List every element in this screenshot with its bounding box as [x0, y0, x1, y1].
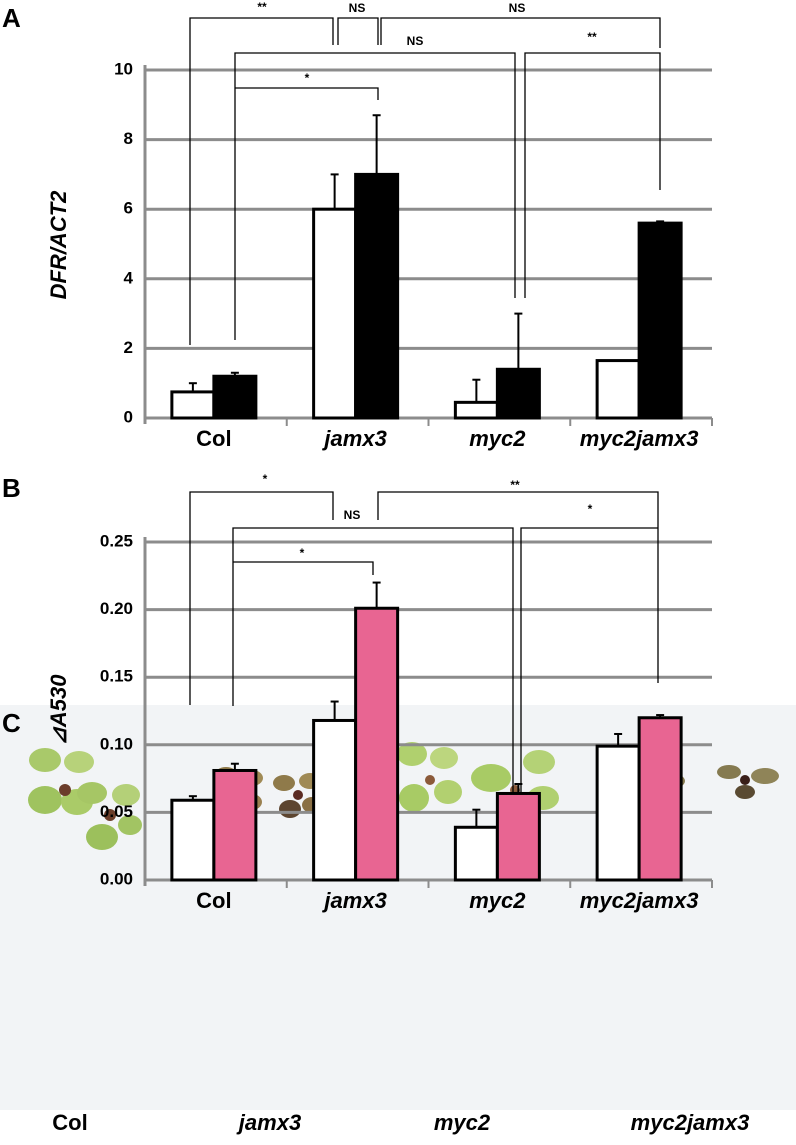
- bar: [495, 367, 541, 420]
- significance-bracket: [232, 527, 514, 792]
- bar: [595, 744, 641, 882]
- y-tick-label: 0.20: [100, 599, 133, 618]
- y-tick-label: 0.15: [100, 667, 133, 686]
- seedlings: [28, 742, 779, 850]
- significance-bracket: [520, 527, 658, 792]
- photo-label: myc2jamx3: [631, 1110, 750, 1135]
- y-tick-label: 6: [124, 199, 133, 218]
- bar: [212, 374, 258, 420]
- x-tick-label: myc2: [469, 426, 526, 451]
- bar: [312, 718, 358, 882]
- significance-bracket: [234, 52, 516, 340]
- bar: [312, 207, 358, 420]
- x-tick-label: jamx3: [321, 426, 386, 451]
- bar: [637, 221, 683, 420]
- x-tick-label: myc2: [469, 888, 526, 913]
- y-tick-label: 2: [124, 338, 133, 357]
- bar: [595, 359, 641, 420]
- significance-label: NS: [344, 508, 361, 522]
- photo-label: myc2: [434, 1110, 491, 1135]
- significance-bracket: [524, 52, 661, 298]
- y-tick-label: 0.25: [100, 531, 133, 550]
- bar: [354, 606, 400, 882]
- significance-label: NS: [349, 1, 366, 15]
- y-tick-label: 10: [114, 59, 133, 78]
- x-tick-label: myc2jamx3: [580, 888, 699, 913]
- significance-label: **: [257, 0, 267, 14]
- significance-bracket: [233, 561, 374, 575]
- significance-bracket: [337, 17, 379, 45]
- bar: [170, 798, 216, 882]
- x-tick-label: Col: [196, 888, 231, 913]
- bar: [354, 172, 400, 420]
- bar: [170, 390, 216, 420]
- panel-label: A: [2, 3, 21, 33]
- bar: [453, 400, 499, 420]
- panel-label: C: [2, 708, 21, 738]
- significance-bracket: [380, 17, 661, 48]
- y-tick-label: 4: [124, 268, 134, 287]
- significance-label: NS: [407, 34, 424, 48]
- significance-bracket: [189, 17, 334, 345]
- bar: [453, 825, 499, 882]
- bar: [637, 716, 683, 882]
- photo-label: jamx3: [236, 1110, 301, 1135]
- significance-bracket: [235, 87, 379, 100]
- y-tick-label: 0.05: [100, 802, 133, 821]
- x-tick-label: Col: [196, 426, 231, 451]
- significance-label: *: [263, 472, 268, 486]
- significance-bracket: [189, 491, 334, 705]
- significance-label: NS: [509, 1, 526, 15]
- significance-bracket: [377, 491, 659, 683]
- y-tick-label: 0.10: [100, 734, 133, 753]
- x-tick-label: jamx3: [321, 888, 386, 913]
- x-tick-label: myc2jamx3: [580, 426, 699, 451]
- significance-label: *: [305, 71, 310, 85]
- significance-label: **: [510, 478, 520, 492]
- bar: [212, 768, 258, 882]
- y-tick-label: 0: [124, 407, 133, 426]
- y-tick-label: 8: [124, 129, 133, 148]
- photo-label: Col: [52, 1110, 87, 1135]
- y-tick-label: 0.00: [100, 869, 133, 888]
- significance-label: *: [300, 546, 305, 560]
- panel-label: B: [2, 473, 21, 503]
- bar: [495, 791, 541, 882]
- y-axis-label: ⊿A530: [46, 674, 71, 746]
- significance-label: **: [587, 30, 597, 44]
- significance-label: *: [588, 502, 593, 516]
- y-axis-label: DFR/ACT2: [46, 190, 71, 300]
